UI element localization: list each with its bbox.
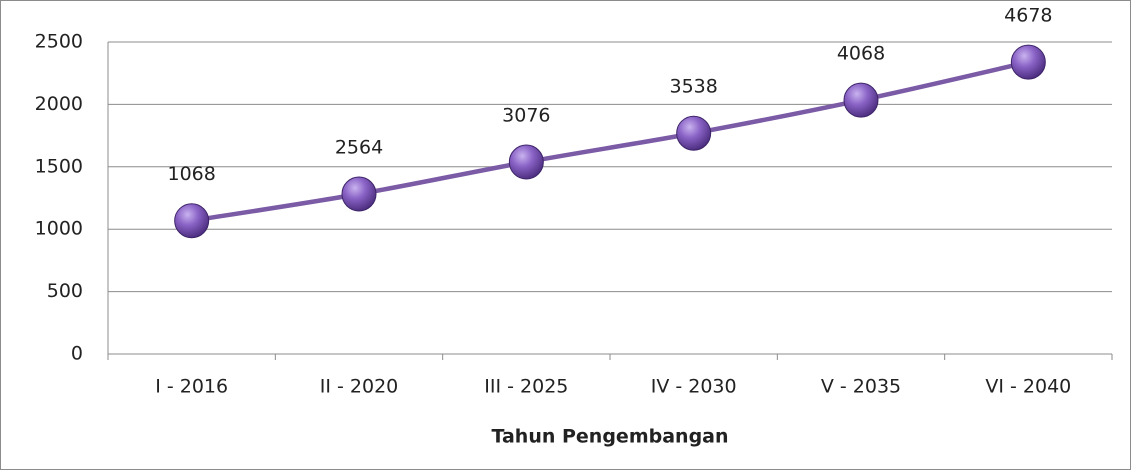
data-label: 3538	[669, 76, 717, 98]
series-line	[191, 59, 1029, 223]
data-label: 4068	[837, 43, 885, 65]
x-tick-label: III - 2025	[484, 376, 568, 398]
data-label: 1068	[167, 163, 215, 185]
point	[676, 115, 712, 151]
data-label: 4678	[1004, 5, 1052, 27]
point	[843, 82, 879, 118]
x-tick-label: IV - 2030	[651, 376, 737, 398]
x-axis-title: Tahun Pengembangan	[491, 426, 728, 448]
x-tick-label: II - 2020	[320, 376, 399, 398]
point	[1010, 44, 1046, 80]
y-tick-label: 500	[47, 280, 83, 302]
point	[174, 203, 210, 239]
point	[341, 176, 377, 212]
y-tick-label: 2500	[35, 31, 83, 53]
point	[508, 144, 544, 180]
x-tick-label: I - 2016	[155, 376, 228, 398]
x-tick-label: VI - 2040	[985, 376, 1071, 398]
y-tick-label: 2000	[35, 93, 83, 115]
y-tick-label: 1000	[35, 218, 83, 240]
data-label: 2564	[335, 137, 383, 159]
x-tick-label: V - 2035	[821, 376, 901, 398]
data-label: 3076	[502, 105, 550, 127]
y-tick-label: 1500	[35, 155, 83, 177]
y-tick-label: 0	[71, 343, 83, 365]
